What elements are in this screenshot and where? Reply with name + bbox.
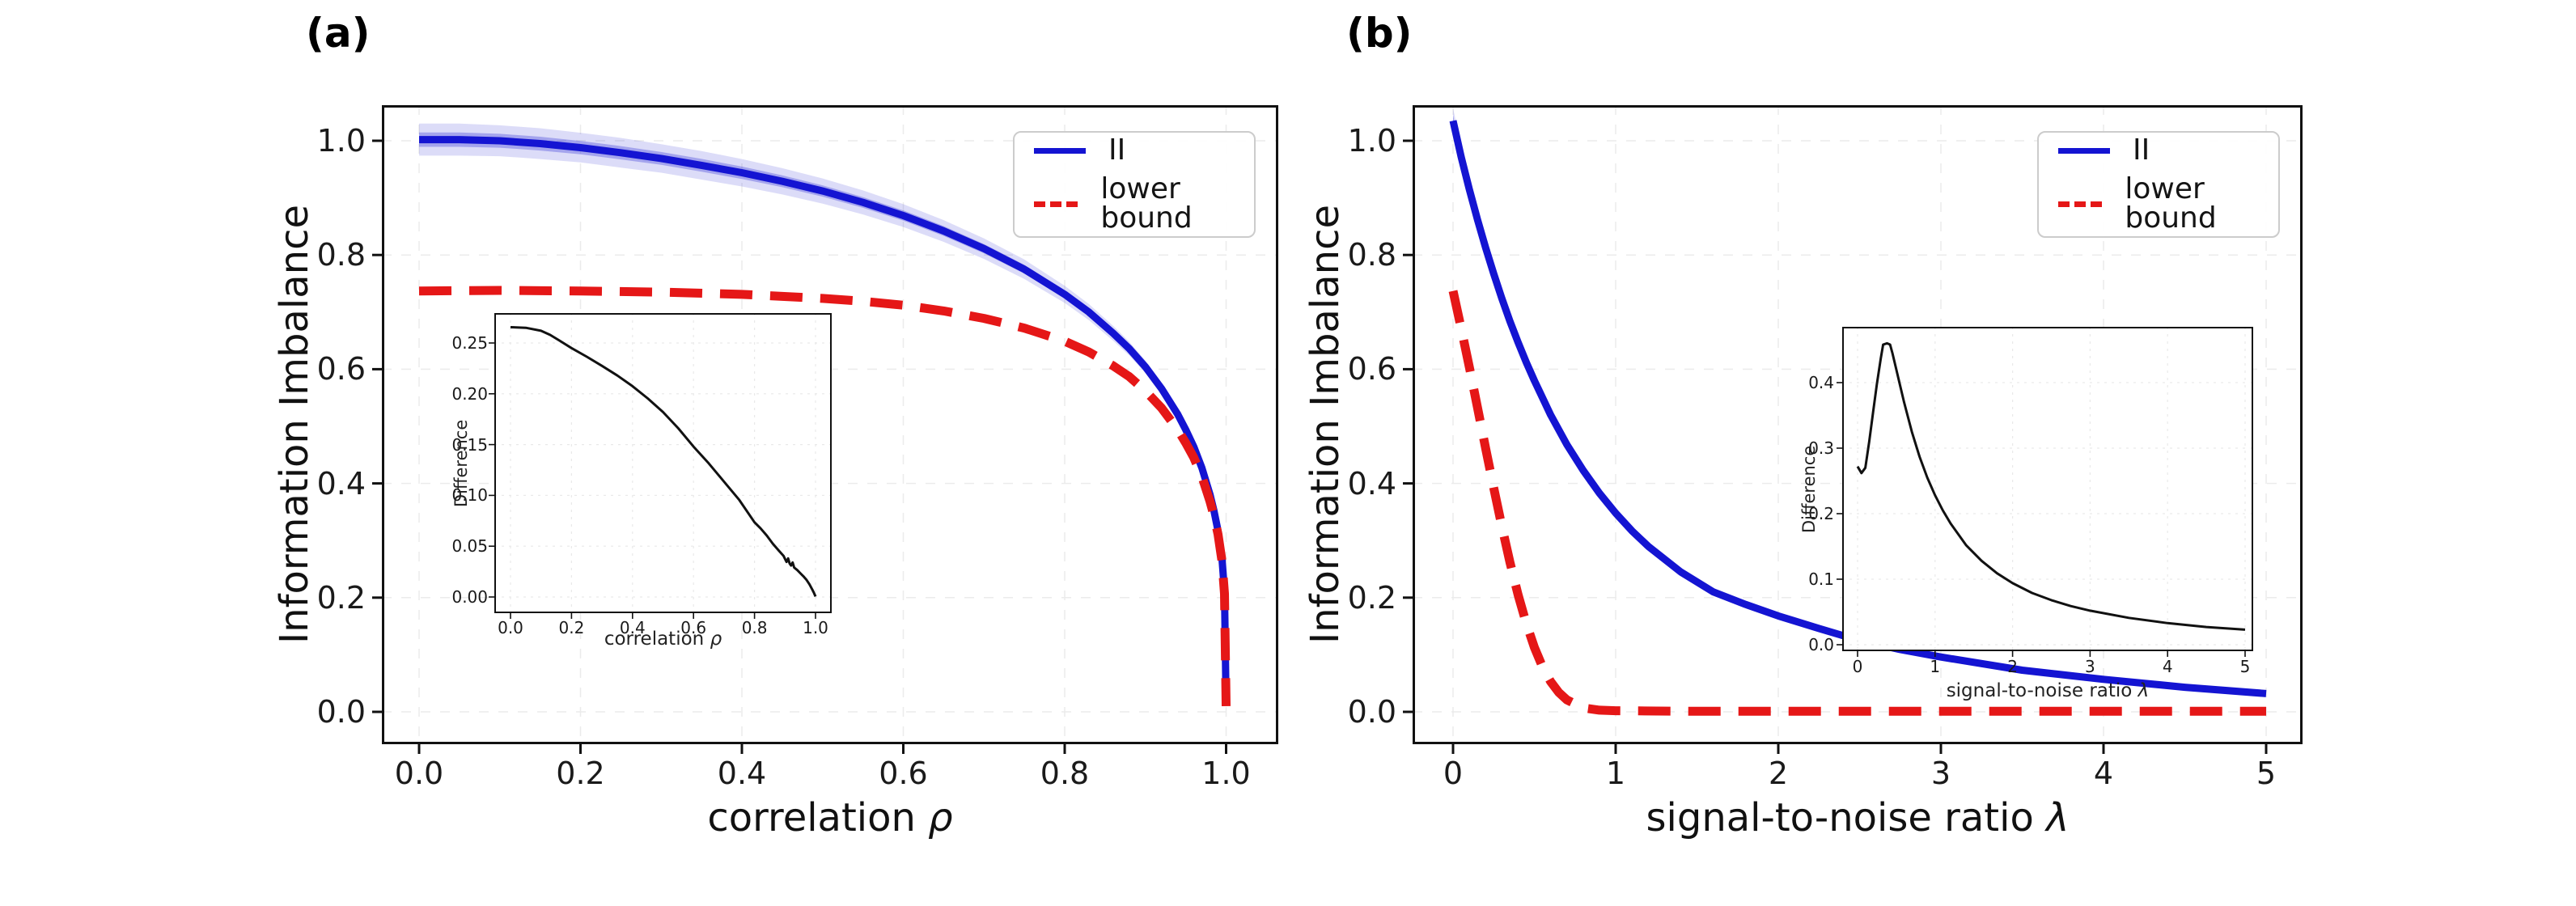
legend-panel-b: II lower bound bbox=[2037, 131, 2280, 238]
x-tick-label: 0 bbox=[1443, 756, 1464, 791]
y-tick-label: 0.20 bbox=[451, 383, 488, 404]
x-tick-label: 0.2 bbox=[558, 618, 585, 637]
y-tick-label: 0.1 bbox=[1808, 569, 1834, 589]
y-tick-label: 0.15 bbox=[451, 434, 488, 455]
x-axis-label-inset-b: signal-to-noise ratio λ bbox=[1842, 680, 2253, 701]
y-tick-label: 0.0 bbox=[316, 694, 366, 730]
series-line-lower-bound bbox=[418, 286, 1231, 706]
panel-a-title: (a) bbox=[306, 10, 371, 57]
y-tick-label: 0.25 bbox=[451, 333, 488, 353]
x-tick-label: 1 bbox=[1605, 756, 1626, 791]
x-tick-label: 0.0 bbox=[498, 618, 523, 637]
x-tick-label: 1.0 bbox=[1201, 756, 1251, 791]
series-line-difference bbox=[1856, 341, 2246, 631]
y-tick-label: 0.4 bbox=[1808, 373, 1834, 392]
y-tick-label: 0.6 bbox=[316, 351, 366, 387]
legend-line-sample-lower-bound bbox=[1034, 201, 1078, 207]
axes-spine bbox=[1413, 105, 2303, 744]
y-tick-label: 0.00 bbox=[451, 587, 488, 607]
legend-item-lower-bound: lower bound bbox=[1034, 175, 1254, 233]
x-tick-label: 3 bbox=[1930, 756, 1951, 791]
x-axis-label-text: signal-to-noise ratio bbox=[1946, 680, 2138, 701]
x-tick-label: 3 bbox=[2085, 657, 2095, 676]
x-tick-label: 0.0 bbox=[394, 756, 444, 791]
x-tick-label: 1.0 bbox=[803, 618, 828, 637]
y-tick-label: 0.8 bbox=[1347, 237, 1396, 273]
legend-line-sample-ii bbox=[1034, 147, 1086, 154]
legend-line-sample-lower-bound bbox=[2058, 201, 2103, 207]
y-tick-label: 0.0 bbox=[1347, 694, 1396, 730]
x-tick-label: 4 bbox=[2162, 657, 2173, 676]
plot-background bbox=[1842, 327, 2253, 651]
lambda-symbol: λ bbox=[2046, 795, 2070, 840]
y-tick-label: 0.10 bbox=[451, 485, 488, 506]
x-tick-label: 0.6 bbox=[680, 618, 707, 637]
x-tick-label: 0.4 bbox=[717, 756, 767, 791]
plot-background bbox=[494, 313, 832, 613]
y-tick-label: 1.0 bbox=[316, 123, 366, 159]
legend-item-ii: II bbox=[1034, 136, 1254, 165]
y-tick-label: 0.0 bbox=[1808, 635, 1834, 654]
x-axis-label-inset-a: correlation ρ bbox=[494, 629, 832, 650]
legend-line-sample-ii bbox=[2058, 147, 2110, 154]
x-axis-label-text: correlation bbox=[604, 629, 710, 650]
x-axis-label-panel-a: correlation ρ bbox=[382, 795, 1278, 840]
y-tick-label: 0.2 bbox=[1347, 579, 1396, 616]
y-tick-label: 0.2 bbox=[316, 579, 366, 616]
y-tick-label: 0.4 bbox=[1347, 465, 1396, 502]
legend-label-lower-bound: lower bound bbox=[2125, 172, 2217, 235]
y-axis-label-panel-a: Information Imbalance bbox=[272, 205, 317, 645]
x-tick-label: 1 bbox=[1930, 657, 1941, 676]
x-tick-label: 0 bbox=[1852, 657, 1863, 676]
legend-item-lower-bound: lower bound bbox=[2058, 175, 2278, 233]
x-tick-label: 2 bbox=[2007, 657, 2018, 676]
x-axis-label-text: signal-to-noise ratio bbox=[1646, 795, 2047, 840]
lambda-symbol: λ bbox=[2137, 680, 2150, 701]
rho-symbol: ρ bbox=[928, 795, 953, 840]
x-tick-label: 5 bbox=[2256, 756, 2277, 791]
series-line-lower-bound bbox=[1448, 290, 2266, 716]
plot-inset_b bbox=[1837, 327, 2253, 657]
series-line-difference bbox=[510, 326, 817, 597]
x-tick-label: 0.6 bbox=[879, 756, 928, 791]
axes-spine bbox=[494, 313, 832, 613]
y-tick-label: 0.6 bbox=[1347, 351, 1396, 387]
axes-spine bbox=[1842, 327, 2253, 651]
x-tick-label: 0.8 bbox=[741, 618, 768, 637]
y-tick-label: 0.3 bbox=[1808, 438, 1834, 458]
x-axis-label-text: correlation bbox=[707, 795, 929, 840]
plot-inset_a bbox=[489, 313, 832, 619]
y-axis-label-inset-a: Difference bbox=[451, 419, 471, 507]
y-tick-label: 0.05 bbox=[451, 536, 488, 557]
y-tick-label: 0.4 bbox=[316, 465, 366, 502]
rho-symbol: ρ bbox=[710, 629, 722, 650]
y-tick-label: 0.8 bbox=[316, 237, 366, 273]
legend-label-ii: II bbox=[1108, 133, 1126, 167]
x-tick-label: 2 bbox=[1768, 756, 1789, 791]
axes-spine bbox=[382, 105, 1278, 744]
legend-label-ii: II bbox=[2133, 133, 2150, 167]
legend-item-ii: II bbox=[2058, 136, 2278, 165]
x-tick-label: 0.4 bbox=[619, 618, 646, 637]
x-axis-label-panel-b: signal-to-noise ratio λ bbox=[1413, 795, 2303, 840]
x-tick-label: 0.8 bbox=[1040, 756, 1090, 791]
x-tick-label: 0.2 bbox=[556, 756, 605, 791]
y-tick-label: 0.2 bbox=[1808, 504, 1834, 523]
y-axis-label-inset-b: Difference bbox=[1799, 445, 1819, 533]
legend-panel-a: II lower bound bbox=[1013, 131, 1256, 238]
y-axis-label-panel-b: Information Imbalance bbox=[1303, 205, 1348, 645]
legend-label-lower-bound: lower bound bbox=[1100, 172, 1193, 235]
y-tick-label: 1.0 bbox=[1347, 123, 1396, 159]
panel-b-title: (b) bbox=[1346, 10, 1413, 57]
x-tick-label: 4 bbox=[2093, 756, 2114, 791]
x-tick-label: 5 bbox=[2239, 657, 2251, 676]
